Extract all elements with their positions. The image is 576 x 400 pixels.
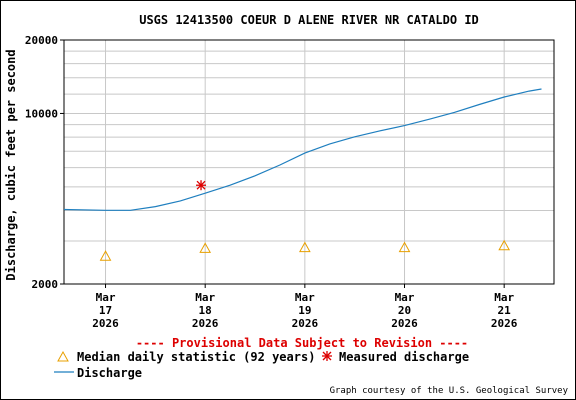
- x-tick-label: 19: [298, 304, 311, 317]
- x-tick-label: 2026: [391, 317, 418, 330]
- y-tick-labels: 2000 10000 20000: [25, 34, 64, 291]
- x-tick-label: 2026: [292, 317, 319, 330]
- legend-discharge-label: Discharge: [77, 366, 142, 380]
- y-tick-label: 2000: [32, 278, 59, 291]
- median-marker: [498, 239, 511, 251]
- median-marker: [199, 242, 212, 253]
- legend-median-label: Median daily statistic (92 years): [77, 350, 315, 364]
- legend-measured-icon: [322, 351, 332, 361]
- x-tick-label: 20: [398, 304, 411, 317]
- plot-area: [63, 39, 555, 285]
- median-marker: [99, 250, 112, 261]
- x-tick-label: 21: [498, 304, 512, 317]
- y-tick-label: 20000: [25, 34, 58, 47]
- measured-marker: [196, 180, 207, 191]
- x-tick-label: Mar: [295, 291, 315, 304]
- provisional-notice: ---- Provisional Data Subject to Revisio…: [136, 336, 468, 350]
- x-tick-label: 2026: [92, 317, 119, 330]
- credit-text: Graph courtesy of the U.S. Geological Su…: [330, 386, 569, 396]
- x-tick-label: 17: [99, 304, 112, 317]
- legend-median-icon: [57, 350, 69, 362]
- y-tick-label: 10000: [25, 107, 58, 120]
- grid: [64, 40, 554, 284]
- x-tick-label: 2026: [192, 317, 219, 330]
- x-tick-label: 2026: [491, 317, 518, 330]
- x-tick-label: Mar: [494, 291, 514, 304]
- x-tick-labels: Mar172026Mar182026Mar192026Mar202026Mar2…: [92, 284, 518, 330]
- x-tick-label: 18: [199, 304, 212, 317]
- x-tick-label: Mar: [395, 291, 415, 304]
- discharge-line: [63, 88, 542, 211]
- series-layer: [63, 88, 542, 261]
- median-marker: [298, 241, 311, 253]
- legend-measured-label: Measured discharge: [339, 350, 469, 364]
- x-tick-label: Mar: [96, 291, 116, 304]
- median-marker: [398, 241, 411, 253]
- legend: Median daily statistic (92 years) Measure…: [54, 350, 469, 380]
- y-axis-label: Discharge, cubic feet per second: [4, 49, 18, 280]
- chart-title: USGS 12413500 COEUR D ALENE RIVER NR CAT…: [139, 13, 479, 27]
- x-tick-label: Mar: [195, 291, 215, 304]
